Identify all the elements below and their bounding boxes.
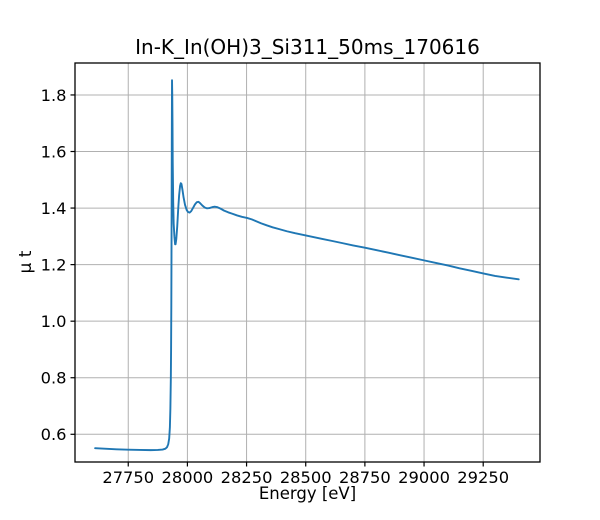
x-tick-label: 28000 (162, 468, 214, 487)
y-tick-label: 1.2 (41, 255, 67, 274)
x-tick-label: 27750 (102, 468, 154, 487)
chart-title: In-K_In(OH)3_Si311_50ms_170616 (135, 35, 480, 59)
y-tick-label: 1.4 (41, 199, 67, 218)
x-tick-label: 29000 (398, 468, 450, 487)
y-tick-label: 1.8 (41, 86, 67, 105)
y-tick-label: 1.6 (41, 142, 67, 161)
x-tick-label: 28250 (221, 468, 273, 487)
plot-border (74, 62, 541, 463)
x-tick-label: 29250 (457, 468, 509, 487)
y-tick-label: 1.0 (41, 312, 67, 331)
x-tick-label: 28500 (280, 468, 332, 487)
y-tick-label: 0.8 (41, 369, 67, 388)
x-axis-label: Energy [eV] (258, 484, 357, 503)
x-tick-label: 28750 (339, 468, 391, 487)
spectrum-line (94, 79, 520, 452)
y-axis-label: μ t (16, 250, 36, 274)
y-tick-label: 0.6 (41, 425, 67, 444)
